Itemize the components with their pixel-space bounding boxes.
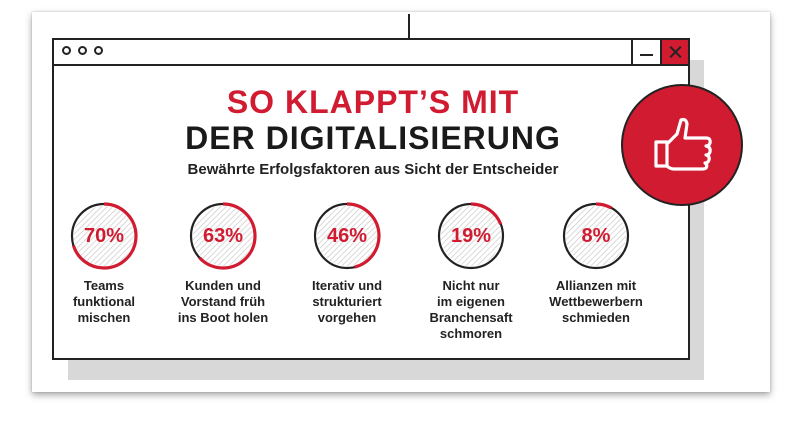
- stat-percent: 46%: [326, 225, 368, 247]
- stat-label-line: Nicht nur: [442, 278, 500, 293]
- stat-item: 19% Nicht nur im eigenen Branchensaft schmor…: [416, 200, 526, 342]
- progress-ring: 19%: [435, 200, 507, 272]
- ring-graphic: [313, 202, 381, 270]
- thumbs-up-badge: [621, 84, 743, 206]
- stat-label-line: mischen: [77, 310, 131, 325]
- ring-hatch: [566, 206, 626, 266]
- stat-percent: 63%: [202, 225, 244, 247]
- stat-item: 70% Teams funktional mischen: [49, 200, 159, 326]
- ring-hatch: [441, 206, 501, 266]
- ring-progress-arc: [70, 202, 138, 270]
- stat-label-line: Wettbewerbern: [549, 294, 643, 309]
- stat-item: 46% Iterativ und strukturiert vorgehen: [292, 200, 402, 326]
- ring-hatch: [193, 206, 253, 266]
- stat-label-line: funktional: [72, 294, 136, 309]
- browser-window: SO KLAPPT’S MIT DER DIGITALISIERUNG Bewä…: [52, 38, 690, 360]
- progress-ring: 46%: [311, 200, 383, 272]
- stat-label-line: strukturiert: [312, 294, 382, 309]
- stat-label-line: Allianzen mit: [555, 278, 637, 293]
- ring-graphic: [437, 202, 505, 270]
- stat-label: Allianzen mit Wettbewerbern schmieden: [541, 278, 651, 326]
- stat-label-line: Branchensaft: [429, 310, 513, 325]
- progress-ring: 70%: [68, 200, 140, 272]
- ring-progress-arc: [189, 202, 257, 270]
- progress-ring: 63%: [187, 200, 259, 272]
- window-titlebar: [54, 40, 688, 66]
- close-icon[interactable]: [660, 40, 688, 64]
- ring-graphic: [562, 202, 630, 270]
- stat-label-line: Vorstand früh: [180, 294, 266, 309]
- stat-label-line: ins Boot holen: [177, 310, 269, 325]
- stat-label-line: Iterativ und: [311, 278, 383, 293]
- ring-hatch: [317, 206, 377, 266]
- thumbs-up-icon: [654, 117, 712, 171]
- subtitle: Bewährte Erfolgsfaktoren aus Sicht der E…: [187, 161, 559, 178]
- stat-label-line: Teams: [83, 278, 125, 293]
- window-dot-icon[interactable]: [62, 46, 71, 55]
- ring-graphic: [70, 202, 138, 270]
- stat-percent: 70%: [83, 225, 125, 247]
- stat-item: 8% Allianzen mit Wettbewerbern schmieden: [541, 200, 651, 326]
- ring-progress-arc: [437, 202, 505, 270]
- window-dot-icon[interactable]: [78, 46, 87, 55]
- progress-ring: 8%: [560, 200, 632, 272]
- stat-label: Kunden und Vorstand früh ins Boot holen: [168, 278, 278, 326]
- minimize-icon[interactable]: [631, 40, 660, 64]
- ring-progress-arc: [562, 202, 630, 270]
- stat-label-line: Kunden und: [185, 278, 261, 293]
- stat-item: 63% Kunden und Vorstand früh ins Boot holen: [168, 200, 278, 326]
- stat-label-line: schmoren: [439, 326, 503, 341]
- stat-label-line: im eigenen: [437, 294, 505, 309]
- stat-label: Iterativ und strukturiert vorgehen: [292, 278, 402, 326]
- window-dot-icon[interactable]: [94, 46, 103, 55]
- stat-percent: 8%: [581, 225, 611, 247]
- stat-label-line: vorgehen: [317, 310, 377, 325]
- headline-line1: SO KLAPPT’S MIT: [226, 84, 520, 120]
- stat-label: Teams funktional mischen: [49, 278, 159, 326]
- ring-progress-arc: [313, 202, 381, 270]
- headline-line2: DER DIGITALISIERUNG: [185, 120, 561, 156]
- stat-label: Nicht nur im eigenen Branchensaft schmoren: [416, 278, 526, 342]
- stat-percent: 19%: [450, 225, 492, 247]
- ring-graphic: [189, 202, 257, 270]
- stat-label-line: schmieden: [562, 310, 630, 325]
- decorative-line: [408, 14, 410, 40]
- ring-hatch: [74, 206, 134, 266]
